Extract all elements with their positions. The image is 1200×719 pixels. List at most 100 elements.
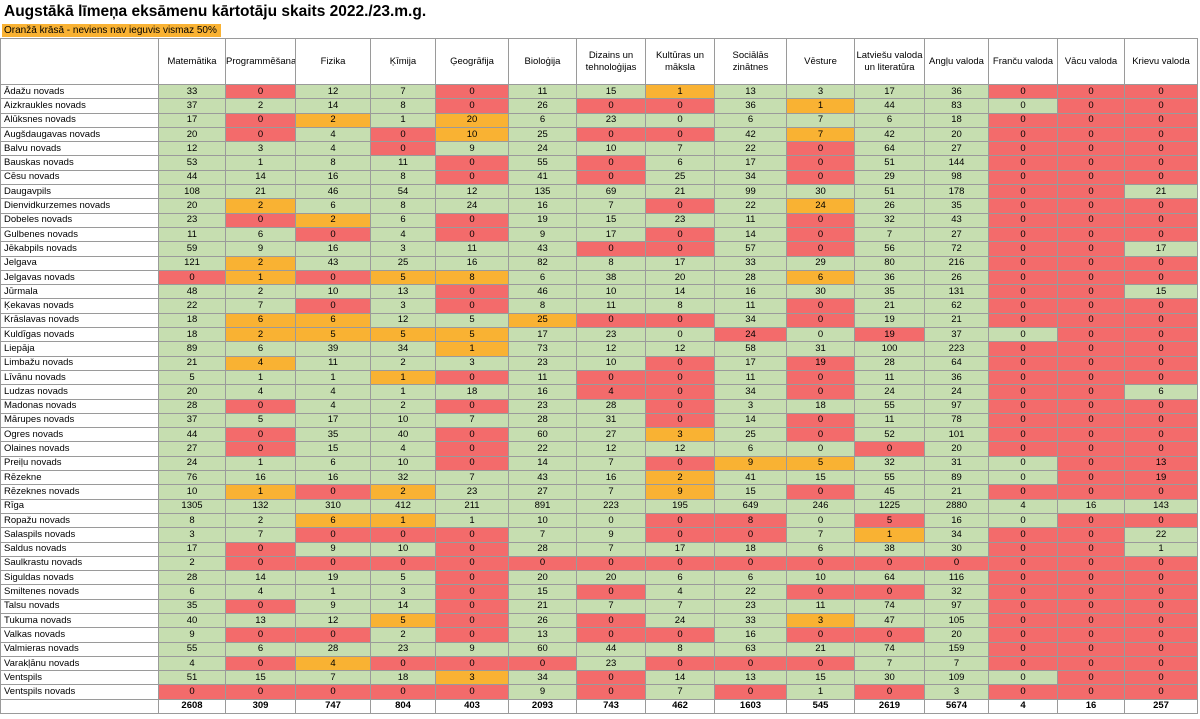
- table-cell[interactable]: 0: [714, 527, 787, 543]
- table-cell[interactable]: 0: [645, 412, 715, 429]
- table-cell[interactable]: 7: [645, 141, 715, 157]
- table-cell[interactable]: 0: [295, 298, 371, 314]
- column-header[interactable]: Latviešu valoda un literatūra: [854, 38, 925, 85]
- table-cell[interactable]: 0: [1124, 512, 1198, 529]
- table-cell[interactable]: 0: [988, 684, 1058, 700]
- table-cell[interactable]: 7: [786, 527, 855, 543]
- table-cell[interactable]: 23: [714, 598, 787, 614]
- table-cell[interactable]: 211: [435, 498, 509, 514]
- table-cell[interactable]: 6: [1124, 384, 1198, 400]
- table-cell[interactable]: 6: [714, 570, 787, 586]
- table-cell[interactable]: 39: [295, 341, 371, 357]
- table-cell[interactable]: 0: [988, 284, 1058, 300]
- table-cell[interactable]: 16: [508, 198, 577, 214]
- table-cell[interactable]: 0: [786, 212, 855, 228]
- table-cell[interactable]: 7: [786, 126, 855, 143]
- table-cell[interactable]: 20: [158, 126, 226, 143]
- table-cell[interactable]: 0: [988, 83, 1058, 100]
- table-cell[interactable]: 54: [370, 184, 436, 200]
- table-cell[interactable]: 33: [714, 255, 787, 271]
- table-cell[interactable]: 2: [370, 355, 436, 371]
- table-cell[interactable]: 0: [225, 684, 296, 700]
- column-header[interactable]: Bioloģija: [508, 38, 577, 85]
- table-cell[interactable]: 0: [1057, 269, 1125, 286]
- table-cell[interactable]: 11: [714, 212, 787, 228]
- table-cell[interactable]: 0: [786, 427, 855, 443]
- table-cell[interactable]: 1: [370, 112, 436, 128]
- table-cell[interactable]: 28: [714, 269, 787, 286]
- table-cell[interactable]: 17: [508, 327, 577, 343]
- table-cell[interactable]: 6: [854, 112, 925, 128]
- table-cell[interactable]: 9: [225, 241, 296, 257]
- row-label[interactable]: Limbažu novads: [0, 355, 159, 371]
- table-cell[interactable]: 6: [295, 198, 371, 214]
- table-cell[interactable]: 14: [714, 226, 787, 243]
- table-cell[interactable]: 0: [645, 398, 715, 414]
- table-cell[interactable]: 0: [1124, 212, 1198, 228]
- row-label[interactable]: Balvu novads: [0, 141, 159, 157]
- table-cell[interactable]: 18: [158, 327, 226, 343]
- table-cell[interactable]: 0: [1057, 184, 1125, 200]
- table-cell[interactable]: 0: [1124, 312, 1198, 329]
- row-label[interactable]: Dobeles novads: [0, 212, 159, 228]
- table-cell[interactable]: 34: [508, 670, 577, 686]
- table-cell[interactable]: 0: [576, 512, 646, 529]
- table-cell[interactable]: 0: [988, 398, 1058, 414]
- table-cell[interactable]: 23: [645, 212, 715, 228]
- table-cell[interactable]: 73: [508, 341, 577, 357]
- table-cell[interactable]: 30: [854, 670, 925, 686]
- table-cell[interactable]: 108: [158, 184, 226, 200]
- table-cell[interactable]: 27: [576, 427, 646, 443]
- table-cell[interactable]: 4: [370, 441, 436, 457]
- table-cell[interactable]: 0: [988, 155, 1058, 171]
- table-cell[interactable]: 0: [988, 112, 1058, 128]
- table-cell[interactable]: 3: [786, 83, 855, 100]
- table-cell[interactable]: 0: [988, 98, 1058, 114]
- table-cell[interactable]: 24: [645, 612, 715, 629]
- table-cell[interactable]: 0: [435, 83, 509, 100]
- table-cell[interactable]: 36: [924, 83, 989, 100]
- row-label[interactable]: Ogres novads: [0, 427, 159, 443]
- table-cell[interactable]: 8: [370, 198, 436, 214]
- table-cell[interactable]: 12: [158, 141, 226, 157]
- row-label[interactable]: Ādažu novads: [0, 83, 159, 100]
- table-cell[interactable]: 35: [924, 198, 989, 214]
- table-cell[interactable]: 0: [1124, 441, 1198, 457]
- table-cell[interactable]: 35: [295, 427, 371, 443]
- table-cell[interactable]: 24: [854, 384, 925, 400]
- table-cell[interactable]: 1: [370, 384, 436, 400]
- table-cell[interactable]: 26: [854, 198, 925, 214]
- table-cell[interactable]: 17: [645, 255, 715, 271]
- table-cell[interactable]: 0: [295, 484, 371, 500]
- table-cell[interactable]: 6: [786, 541, 855, 557]
- row-label[interactable]: Salaspils novads: [0, 527, 159, 543]
- table-cell[interactable]: 16: [924, 512, 989, 529]
- table-cell[interactable]: 19: [508, 212, 577, 228]
- table-cell[interactable]: 44: [158, 427, 226, 443]
- row-label[interactable]: Varakļānu novads: [0, 655, 159, 672]
- table-cell[interactable]: 1305: [158, 498, 226, 514]
- table-cell[interactable]: 9: [435, 141, 509, 157]
- table-cell[interactable]: 0: [576, 169, 646, 186]
- table-cell[interactable]: 0: [225, 598, 296, 614]
- table-cell[interactable]: 15: [1124, 284, 1198, 300]
- table-cell[interactable]: 0: [1124, 427, 1198, 443]
- table-cell[interactable]: 6: [295, 512, 371, 529]
- table-cell[interactable]: 0: [645, 369, 715, 386]
- table-cell[interactable]: 7: [645, 598, 715, 614]
- table-cell[interactable]: 1: [295, 584, 371, 600]
- table-cell[interactable]: 20: [924, 627, 989, 643]
- table-cell[interactable]: 11: [714, 369, 787, 386]
- total-cell[interactable]: 257: [1124, 698, 1198, 715]
- table-cell[interactable]: 223: [576, 498, 646, 514]
- table-cell[interactable]: 0: [1124, 598, 1198, 614]
- table-cell[interactable]: 0: [786, 155, 855, 171]
- table-cell[interactable]: 0: [988, 412, 1058, 429]
- table-cell[interactable]: 15: [714, 484, 787, 500]
- table-cell[interactable]: 0: [988, 212, 1058, 228]
- table-cell[interactable]: 19: [786, 355, 855, 371]
- table-cell[interactable]: 0: [435, 627, 509, 643]
- table-cell[interactable]: 7: [225, 298, 296, 314]
- table-cell[interactable]: 51: [158, 670, 226, 686]
- table-cell[interactable]: 159: [924, 641, 989, 657]
